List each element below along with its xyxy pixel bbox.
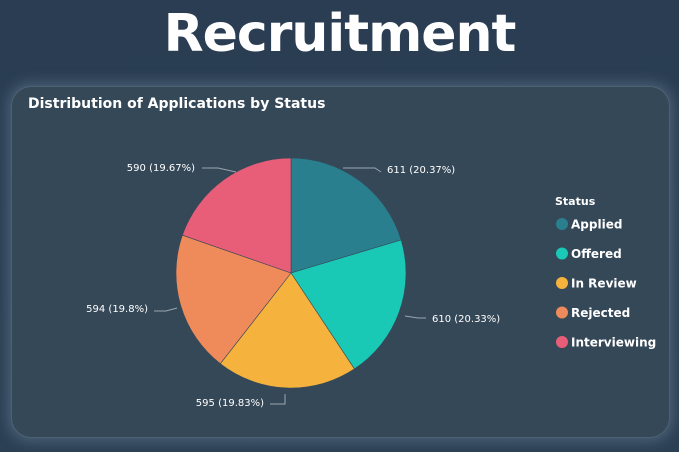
legend-swatch-rejected: [556, 306, 568, 319]
pie-slice-in-review[interactable]: [219, 272, 355, 389]
data-label-in-review: 595 (19.83%): [196, 398, 264, 409]
data-label-offered: 610 (20.33%): [432, 314, 500, 325]
legend-item-offered[interactable]: Offered: [556, 247, 622, 261]
leader-line-applied: [343, 167, 382, 173]
pie-slice-applied[interactable]: [290, 157, 402, 274]
data-label-interviewing: 590 (19.67%): [127, 163, 195, 174]
legend-label-interviewing: Interviewing: [571, 336, 656, 350]
legend-swatch-in-review: [556, 277, 568, 289]
pie-slice-interviewing[interactable]: [182, 157, 292, 274]
legend-label-offered: Offered: [571, 247, 622, 261]
pie-slice-rejected[interactable]: [175, 234, 292, 365]
data-label-rejected: 594 (19.8%): [86, 304, 148, 315]
legend-swatch-offered: [556, 247, 568, 260]
legend-label-applied: Applied: [571, 218, 622, 232]
legend-swatch-interviewing: [556, 336, 568, 348]
leader-line-in-review: [270, 394, 286, 405]
data-label-applied: 611 (20.37%): [387, 165, 455, 176]
legend-swatch-applied: [556, 218, 568, 230]
legend-item-interviewing[interactable]: Interviewing: [556, 336, 656, 350]
legend-item-in-review[interactable]: In Review: [556, 277, 637, 291]
page-title: Recruitment: [163, 4, 517, 64]
legend-item-rejected[interactable]: Rejected: [556, 306, 630, 320]
legend-item-applied[interactable]: Applied: [556, 218, 622, 232]
legend-label-in-review: In Review: [571, 277, 637, 291]
legend-label-rejected: Rejected: [571, 306, 630, 320]
chart-title: Distribution of Applications by Status: [28, 96, 326, 112]
pie-slice-offered[interactable]: [290, 239, 407, 370]
leader-line-rejected: [154, 307, 178, 312]
legend-title: Status: [555, 195, 596, 208]
leader-line-offered: [404, 315, 426, 319]
leader-line-interviewing: [202, 167, 237, 173]
